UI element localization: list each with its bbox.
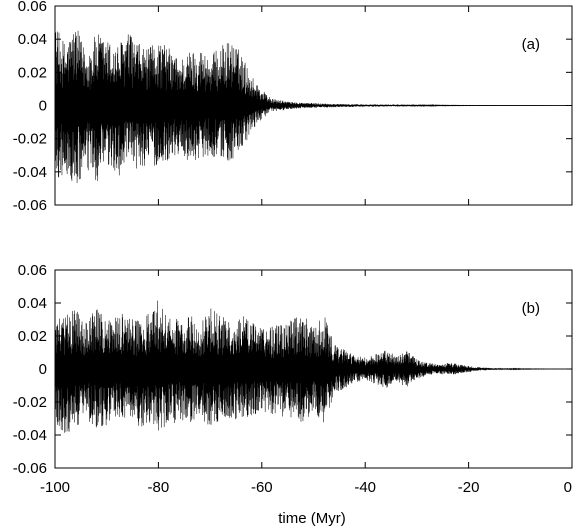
- panel-label-b: (b): [522, 300, 540, 317]
- y-tick-label: 0: [39, 361, 47, 378]
- x-tick-label: -80: [148, 479, 170, 496]
- y-tick-label: -0.06: [13, 197, 47, 214]
- y-tick-label: -0.04: [13, 427, 47, 444]
- y-tick-label: 0.02: [18, 64, 47, 81]
- series-line-0: [54, 300, 572, 433]
- x-tick-label: -60: [251, 479, 273, 496]
- y-tick-label: -0.06: [13, 460, 47, 477]
- plot-area-b: [54, 300, 572, 433]
- series-line-0: [54, 30, 572, 184]
- x-tick-label: 0: [564, 479, 572, 496]
- y-tick-label: 0.04: [18, 31, 47, 48]
- x-axis-title: time (Myr): [278, 510, 346, 527]
- plot-area-a: [54, 30, 572, 184]
- y-tick-label: 0.04: [18, 295, 47, 312]
- y-tick-label: -0.04: [13, 164, 47, 181]
- ticks-b: 0.06 0.04 0.02 0 -0.02 -0.04 -0.06 -100 -80 -60 -4…: [13, 262, 573, 496]
- x-tick-label: -20: [458, 479, 480, 496]
- y-tick-label: 0.02: [18, 328, 47, 345]
- y-tick-label: 0.06: [18, 262, 47, 279]
- y-tick-label: -0.02: [13, 131, 47, 148]
- panel-label-a: (a): [522, 36, 540, 53]
- y-tick-label: -0.02: [13, 394, 47, 411]
- y-tick-label: 0.06: [18, 0, 47, 15]
- panel-b: 0.06 0.04 0.02 0 -0.02 -0.04 -0.06 -100 -80 -60 -4…: [13, 262, 573, 496]
- y-tick-label: 0: [39, 98, 47, 115]
- x-tick-label: -100: [40, 479, 70, 496]
- x-tick-label: -40: [354, 479, 376, 496]
- ticks-a: 0.06 0.04 0.02 0 -0.02 -0.04 -0.06: [13, 0, 573, 214]
- panel-a: 0.06 0.04 0.02 0 -0.02 -0.04 -0.06 (a): [13, 0, 573, 214]
